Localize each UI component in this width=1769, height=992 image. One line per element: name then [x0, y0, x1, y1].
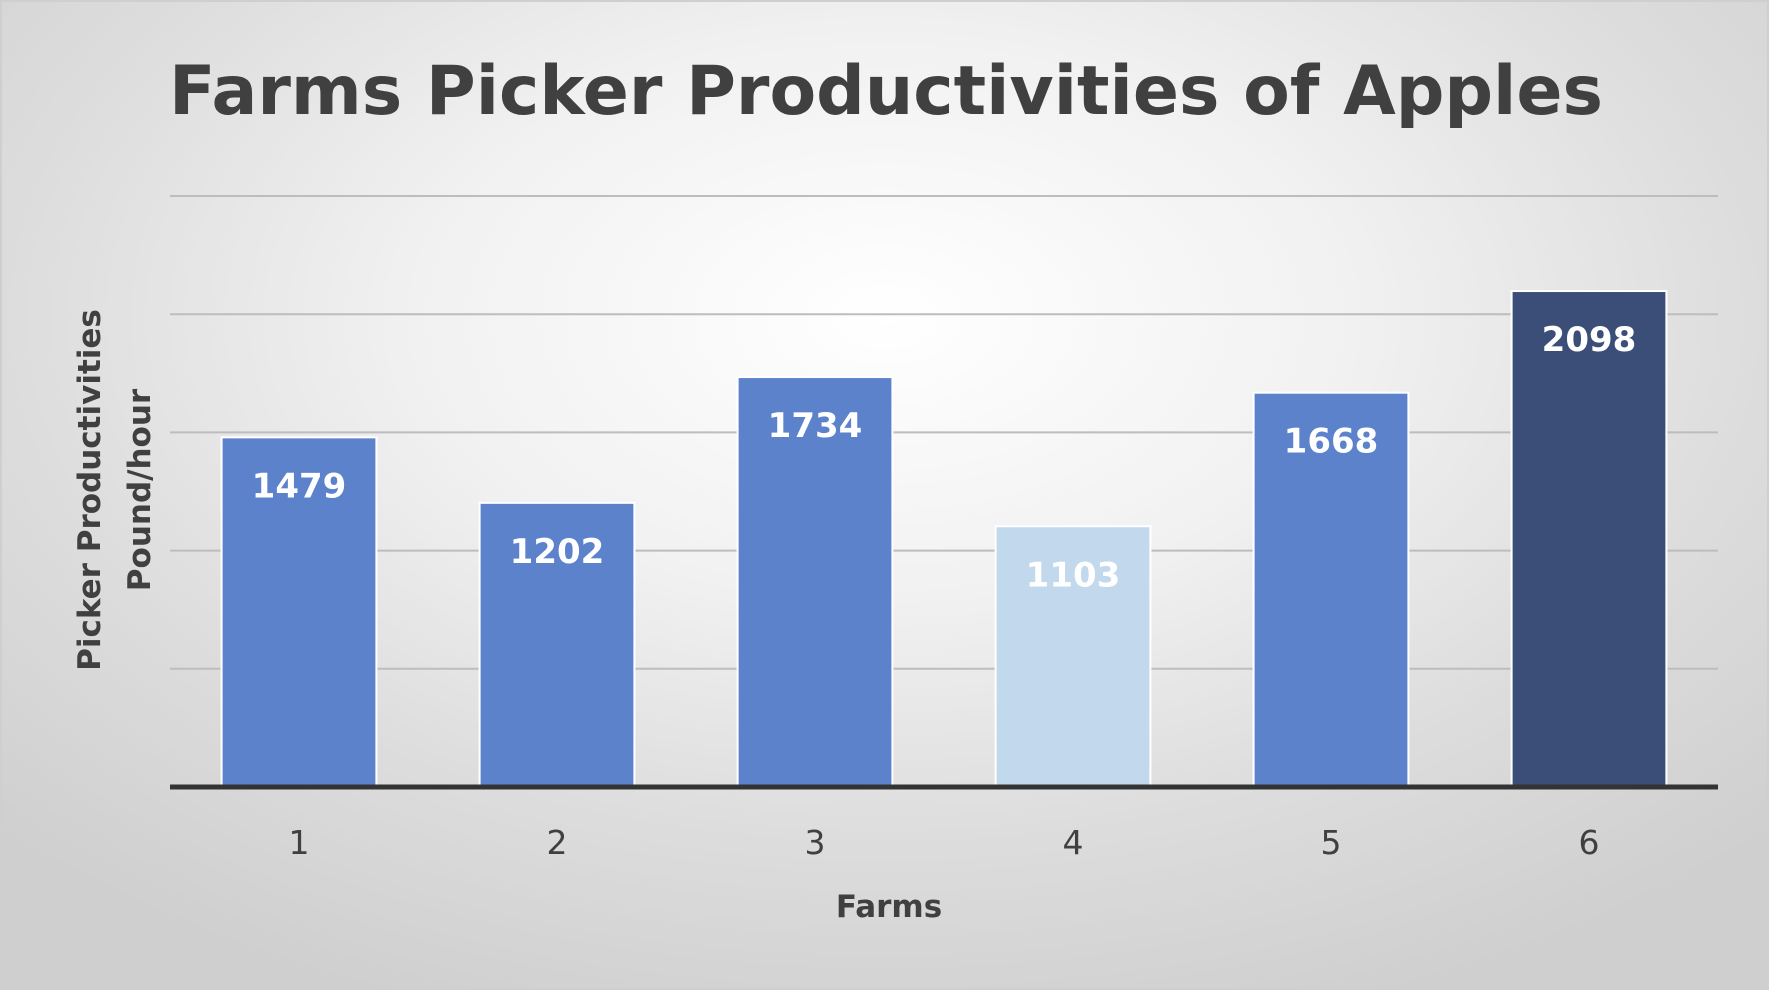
bar-farm-3	[736, 376, 894, 788]
bar-farm-6	[1510, 290, 1668, 788]
data-label-farm-3: 1734	[768, 406, 863, 446]
x-tick-labels: 1 2 3 4 5 6	[289, 823, 1600, 862]
y-axis-title: Picker Productivities Pound/hour	[72, 309, 158, 671]
x-tick-label-1: 1	[289, 823, 310, 862]
data-label-farm-5: 1668	[1284, 422, 1379, 462]
y-axis-title-line-2: Pound/hour	[122, 388, 158, 591]
x-tick-label-4: 4	[1063, 823, 1084, 862]
bar-farm-4	[994, 525, 1152, 788]
data-labels: 1479 1202 1734 1103 1668 2098	[252, 320, 1637, 595]
x-tick-label-5: 5	[1321, 823, 1342, 862]
x-axis-title: Farms	[836, 889, 942, 925]
bars	[220, 290, 1668, 788]
x-tick-label-3: 3	[805, 823, 826, 862]
data-label-farm-4: 1103	[1026, 555, 1121, 595]
bar-farm-1	[220, 436, 378, 788]
y-axis-title-line-1: Picker Productivities	[72, 309, 108, 671]
bar-farm-5	[1252, 391, 1410, 788]
chart-title: Farms Picker Productivities of Apples	[169, 52, 1603, 131]
data-label-farm-6: 2098	[1542, 320, 1637, 360]
data-label-farm-2: 1202	[510, 532, 605, 572]
x-tick-label-6: 6	[1579, 823, 1600, 862]
x-tick-label-2: 2	[547, 823, 568, 862]
gridlines	[170, 195, 1718, 670]
data-label-farm-1: 1479	[252, 466, 347, 506]
